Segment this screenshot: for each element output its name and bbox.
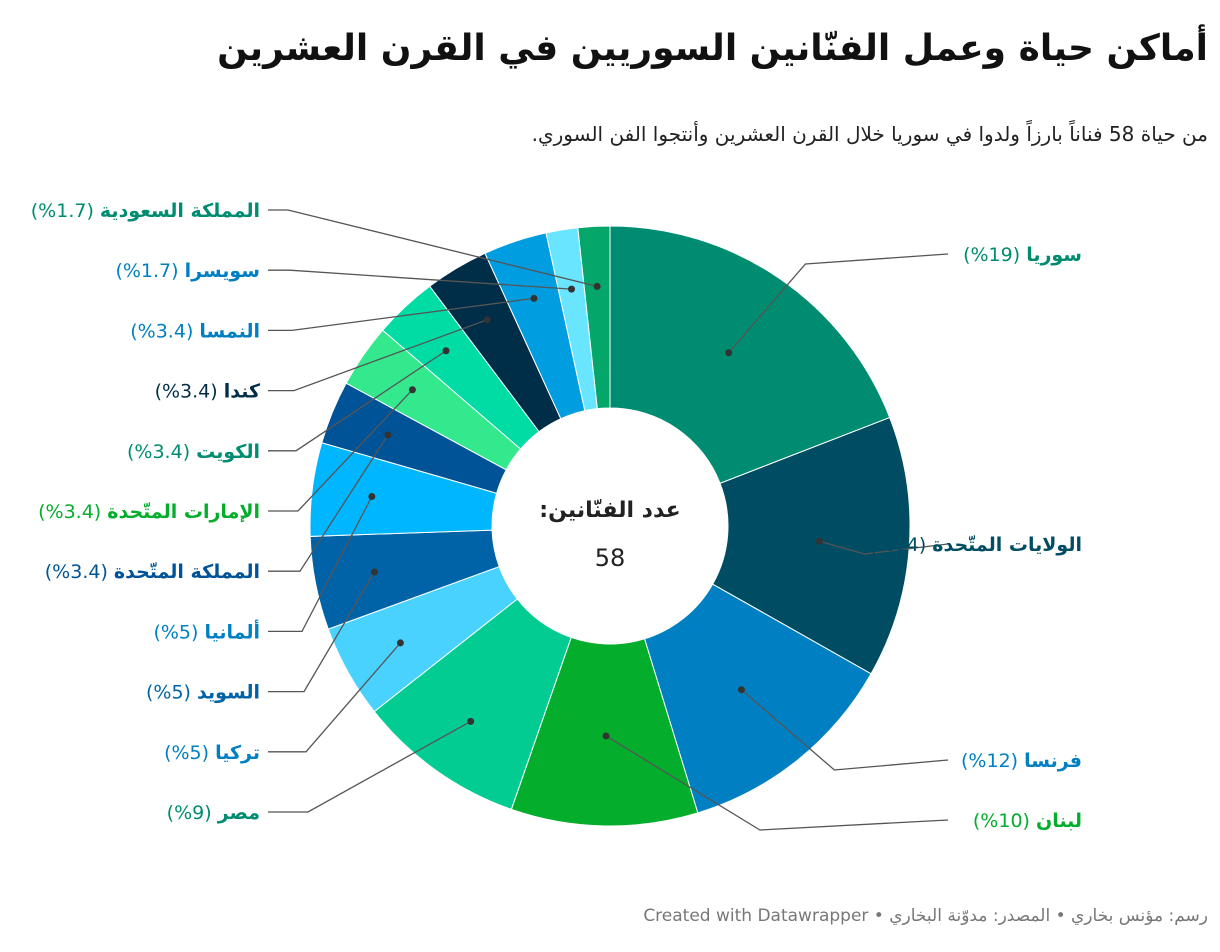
leader-lines	[268, 209, 949, 831]
leader-dot-فرنسا	[737, 686, 745, 694]
leader-dot-المملكة-المتّحدة	[384, 431, 392, 439]
slice-label-تركيا: تركيا (5%)	[164, 742, 260, 764]
donut-center-value: 58	[595, 544, 626, 572]
slice-label-percent: (5%)	[164, 742, 215, 764]
slice-label-مصر: مصر (9%)	[167, 802, 260, 824]
leader-dot-ألمانيا	[368, 492, 376, 500]
donut-slices	[309, 225, 911, 827]
leader-dot-الولايات-المتّحدة	[815, 537, 823, 545]
slice-label-percent: (19%)	[963, 244, 1026, 266]
slice-label-percent: (1.7%)	[31, 200, 100, 222]
slice-الولايات-المتّحدة	[712, 416, 911, 675]
slice-label-فرنسا: فرنسا (12%)	[961, 750, 1082, 772]
slice-label-percent: (14%)	[869, 534, 932, 556]
slice-label-name: كندا	[224, 381, 261, 403]
slice-label-النمسا: النمسا (3.4%)	[130, 320, 260, 342]
slice-فرنسا	[643, 583, 872, 814]
slice-label-percent: (10%)	[973, 810, 1036, 832]
chart-title: أماكن حياة وعمل الفنّانين السوريين في ال…	[217, 28, 1208, 69]
slice-label-percent: (3.4%)	[127, 441, 196, 463]
slice-label-المملكة-المتّحدة: المملكة المتّحدة (3.4%)	[45, 561, 260, 583]
slice-label-percent: (3.4%)	[155, 381, 224, 403]
slice-label-percent: (5%)	[146, 682, 197, 704]
slice-label-كندا: كندا (3.4%)	[155, 381, 261, 403]
slice-label-percent: (12%)	[961, 750, 1024, 772]
leader-dot-لبنان	[602, 732, 610, 740]
leader-dot-الكويت	[442, 347, 450, 355]
leader-dot-سويسرا	[567, 285, 575, 293]
leader-line-الإمارات-المتّحدة	[268, 389, 413, 512]
leader-dot-السويد	[370, 568, 378, 576]
slice-label-السويد: السويد (5%)	[146, 682, 260, 704]
slice-سوريا	[609, 225, 891, 484]
donut-center-label: عدد الفنّانين:	[539, 498, 680, 523]
slice-label-سويسرا: سويسرا (1.7%)	[115, 260, 260, 282]
leader-line-المملكة-المتّحدة	[268, 434, 389, 572]
slice-label-الكويت: الكويت (3.4%)	[127, 441, 260, 463]
slice-label-name: تركيا	[215, 742, 260, 764]
slice-label-percent: (3.4%)	[130, 320, 199, 342]
slice-label-name: فرنسا	[1024, 750, 1082, 772]
slice-label-name: لبنان	[1036, 810, 1082, 832]
leader-dot-النمسا	[530, 294, 538, 302]
slice-label-name: المملكة المتّحدة	[114, 561, 260, 583]
leader-line-فرنسا	[741, 689, 949, 771]
leader-line-النمسا	[268, 297, 535, 332]
slice-label-percent: (9%)	[167, 802, 218, 824]
slice-label-name: الولايات المتّحدة	[932, 534, 1082, 556]
slice-label-percent: (1.7%)	[115, 260, 184, 282]
leader-dot-الإمارات-المتّحدة	[408, 386, 416, 394]
slice-label-لبنان: لبنان (10%)	[973, 810, 1082, 832]
slice-label-name: النمسا	[199, 320, 260, 342]
leader-line-لبنان	[605, 735, 949, 831]
slice-لبنان	[510, 636, 699, 827]
slice-label-percent: (5%)	[153, 621, 204, 643]
slice-label-name: سويسرا	[185, 260, 260, 282]
slice-label-name: السويد	[197, 682, 260, 704]
slice-label-الإمارات-المتّحدة: الإمارات المتّحدة (3.4%)	[38, 501, 260, 523]
slice-label-سوريا: سوريا (19%)	[963, 244, 1082, 266]
slice-label-name: مصر	[217, 802, 260, 824]
slice-label-name: الكويت	[196, 441, 260, 463]
leader-line-الولايات-المتّحدة	[819, 540, 949, 555]
leader-line-سوريا	[728, 253, 949, 354]
slice-label-name: ألمانيا	[204, 619, 260, 643]
leader-dot-مصر	[467, 717, 475, 725]
leader-dot-سوريا	[725, 349, 733, 357]
leader-dot-كندا	[483, 316, 491, 324]
leader-dot-تركيا	[396, 639, 404, 647]
leader-line-المملكة-السعودية	[268, 209, 598, 287]
slice-label-المملكة-السعودية: المملكة السعودية (1.7%)	[31, 200, 260, 222]
donut-chart: سوريا (19%) الولايات المتّحدة (14%) فرنسا …	[31, 200, 1082, 832]
slice-المملكة-السعودية	[577, 225, 611, 410]
slice-label-percent: (3.4%)	[45, 561, 114, 583]
slice-label-name: سوريا	[1026, 244, 1082, 266]
leader-line-تركيا	[268, 642, 401, 753]
slice-label-الولايات-المتّحدة: الولايات المتّحدة (14%)	[869, 534, 1082, 556]
leader-dot-المملكة-السعودية	[593, 282, 601, 290]
leader-line-كندا	[268, 319, 488, 392]
slice-label-percent: (3.4%)	[38, 501, 107, 523]
slice-label-name: المملكة السعودية	[100, 200, 260, 222]
leader-line-السويد	[268, 571, 376, 693]
slice-labels: سوريا (19%) الولايات المتّحدة (14%) فرنسا …	[31, 200, 1082, 832]
leader-line-سويسرا	[268, 269, 572, 290]
leader-line-ألمانيا	[268, 496, 373, 633]
chart-footer: رسم: مؤنس بخاري • المصدر: مدوّنة البخاري…	[643, 906, 1208, 926]
slice-label-ألمانيا: ألمانيا (5%)	[153, 619, 260, 643]
leader-line-الكويت	[268, 350, 447, 452]
leader-line-مصر	[268, 720, 471, 813]
slice-label-name: الإمارات المتّحدة	[107, 501, 260, 523]
chart-subtitle: من حياة 58 فناناً بارزاً ولدوا في سوريا …	[531, 122, 1208, 146]
